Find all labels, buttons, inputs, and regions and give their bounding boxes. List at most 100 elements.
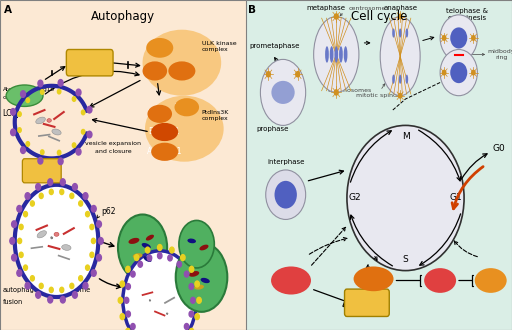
Circle shape (26, 142, 30, 146)
Text: Cell cycle: Cell cycle (351, 10, 407, 23)
Circle shape (87, 131, 92, 138)
Text: Rb: Rb (434, 276, 447, 285)
Circle shape (92, 238, 95, 244)
Circle shape (120, 281, 124, 287)
Ellipse shape (314, 16, 359, 92)
Text: AMBRA 1: AMBRA 1 (147, 147, 182, 156)
Text: Vps15: Vps15 (175, 103, 199, 112)
Circle shape (60, 287, 63, 292)
Circle shape (189, 328, 194, 330)
Text: ULK1: ULK1 (145, 66, 164, 76)
Text: Vps34: Vps34 (148, 109, 172, 118)
Ellipse shape (194, 284, 204, 290)
Circle shape (11, 129, 15, 136)
Text: A: A (4, 5, 12, 15)
Circle shape (126, 266, 130, 272)
Circle shape (90, 252, 94, 257)
Ellipse shape (344, 46, 348, 63)
Circle shape (179, 220, 215, 268)
Circle shape (48, 179, 53, 185)
Circle shape (70, 283, 74, 288)
Text: S: S (402, 254, 409, 264)
Circle shape (97, 254, 101, 261)
Circle shape (158, 253, 162, 259)
Ellipse shape (145, 96, 224, 162)
Circle shape (12, 254, 16, 261)
Circle shape (60, 179, 65, 185)
Ellipse shape (406, 75, 408, 84)
Circle shape (48, 296, 53, 303)
Text: E2F: E2F (482, 276, 499, 285)
Ellipse shape (151, 123, 178, 141)
Text: vesicle expansion: vesicle expansion (85, 141, 141, 146)
Circle shape (12, 221, 16, 227)
Ellipse shape (62, 245, 71, 250)
Circle shape (20, 147, 26, 153)
Circle shape (60, 189, 63, 195)
Circle shape (158, 245, 162, 250)
Circle shape (131, 323, 135, 329)
Circle shape (57, 89, 61, 94)
Ellipse shape (143, 256, 152, 262)
Circle shape (266, 170, 306, 219)
Circle shape (98, 238, 103, 244)
Circle shape (97, 221, 101, 227)
Circle shape (26, 98, 30, 103)
Circle shape (334, 13, 339, 20)
Circle shape (90, 224, 94, 230)
Circle shape (39, 193, 43, 199)
Circle shape (83, 193, 88, 199)
Circle shape (471, 70, 476, 76)
Ellipse shape (440, 50, 477, 96)
Ellipse shape (399, 75, 401, 84)
Text: prophase: prophase (257, 126, 289, 132)
Text: metaphase: metaphase (306, 5, 345, 11)
Circle shape (60, 296, 65, 303)
Circle shape (195, 314, 199, 319)
Ellipse shape (330, 46, 333, 63)
Ellipse shape (200, 245, 208, 250)
Circle shape (195, 281, 199, 287)
Circle shape (15, 185, 98, 297)
Circle shape (76, 148, 81, 155)
Circle shape (17, 270, 22, 276)
Ellipse shape (392, 75, 395, 84)
Text: telophase &
cytokinesis: telophase & cytokinesis (446, 8, 488, 21)
Circle shape (189, 311, 194, 317)
Ellipse shape (187, 239, 196, 243)
Text: cyclin: cyclin (360, 274, 387, 283)
Circle shape (181, 255, 185, 261)
Text: M: M (401, 132, 410, 142)
Text: Atg7: Atg7 (32, 166, 52, 175)
Circle shape (398, 93, 402, 99)
Text: interphase: interphase (267, 159, 304, 165)
Circle shape (19, 252, 23, 257)
Circle shape (168, 255, 172, 261)
Circle shape (36, 183, 40, 190)
FancyBboxPatch shape (23, 159, 61, 183)
Text: Autophagy: Autophagy (91, 10, 155, 23)
Circle shape (126, 283, 131, 289)
Circle shape (39, 283, 43, 288)
Circle shape (18, 112, 21, 116)
Ellipse shape (168, 61, 196, 81)
Circle shape (398, 14, 402, 19)
Circle shape (86, 212, 90, 217)
Circle shape (18, 128, 21, 132)
Text: fusion: fusion (3, 299, 23, 305)
Ellipse shape (142, 243, 151, 249)
FancyBboxPatch shape (345, 289, 389, 316)
Circle shape (86, 265, 90, 270)
Circle shape (11, 109, 15, 115)
Circle shape (18, 238, 22, 244)
Ellipse shape (146, 235, 154, 241)
Circle shape (274, 181, 297, 209)
Ellipse shape (392, 28, 395, 38)
Text: G0: G0 (493, 144, 505, 153)
Circle shape (83, 282, 88, 289)
Ellipse shape (406, 28, 408, 38)
Circle shape (49, 189, 53, 195)
Text: chromosomes: chromosomes (328, 88, 372, 93)
Circle shape (76, 89, 81, 96)
Ellipse shape (129, 238, 139, 244)
